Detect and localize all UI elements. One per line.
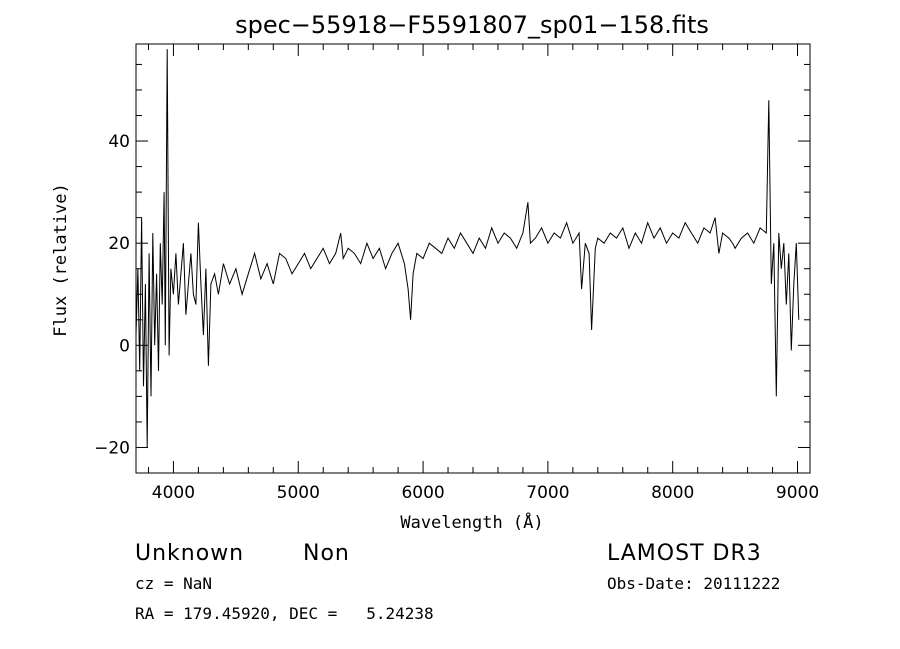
x-tick-label: 9000 xyxy=(776,483,819,503)
x-tick-label: 8000 xyxy=(651,483,694,503)
x-tick-label: 7000 xyxy=(526,483,569,503)
series-line xyxy=(135,49,800,448)
x-tick-label: 4000 xyxy=(152,483,195,503)
ra-dec: RA = 179.45920, DEC = 5.24238 xyxy=(135,604,434,623)
survey-label: LAMOST DR3 xyxy=(607,541,762,566)
object-class: Unknown xyxy=(135,541,244,566)
y-tick-label: 0 xyxy=(119,336,130,356)
y-axis-label: Flux (relative) xyxy=(51,183,71,337)
x-tick-label: 6000 xyxy=(401,483,444,503)
y-tick-label: 40 xyxy=(108,132,130,152)
object-subclass: Non xyxy=(303,541,350,566)
y-tick-labels: −20 0 20 40 xyxy=(94,132,130,458)
x-axis-label: Wavelength (Å) xyxy=(400,511,543,533)
plot-frame xyxy=(135,43,811,474)
x-tick-label: 5000 xyxy=(277,483,320,503)
axis-ticks xyxy=(136,44,810,473)
chart-title: spec−55918−F5591807_sp01−158.fits xyxy=(235,11,709,39)
y-tick-label: −20 xyxy=(94,438,130,458)
y-tick-label: 20 xyxy=(108,234,130,254)
x-tick-labels: 4000 5000 6000 7000 8000 9000 xyxy=(152,483,819,503)
cz-value: cz = NaN xyxy=(135,574,212,593)
obs-date: Obs-Date: 20111222 xyxy=(607,574,780,593)
